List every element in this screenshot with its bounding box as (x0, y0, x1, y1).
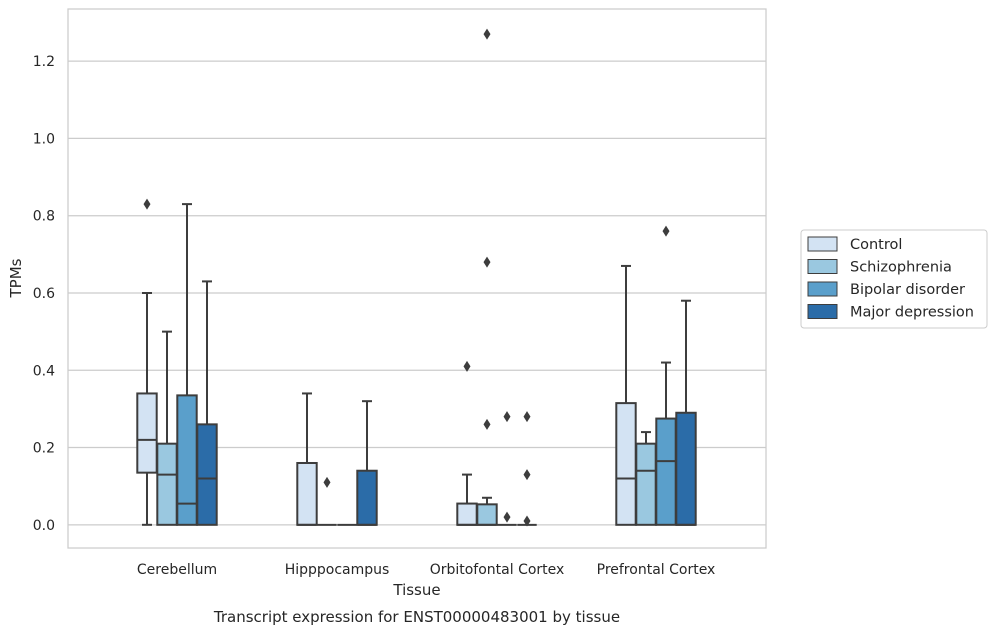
box-schizophrenia (317, 476, 337, 526)
chart-caption: Transcript expression for ENST0000048300… (213, 608, 620, 626)
box-body (476, 503, 498, 526)
y-axis-ticks: 0.0 0.2 0.4 0.6 0.8 1.0 1.2 (33, 54, 55, 534)
outlier-point (662, 225, 670, 237)
y-tick-label: 0.4 (33, 363, 55, 379)
box-control (615, 264, 637, 526)
box-major-depression (517, 411, 537, 527)
box-body (196, 423, 218, 526)
box-control (296, 392, 318, 526)
legend-swatch (807, 259, 838, 274)
box-body (456, 502, 478, 526)
legend-label: Schizophrenia (850, 260, 952, 276)
box-body (176, 394, 198, 526)
legend-label: Bipolar disorder (850, 282, 965, 298)
x-tick-label: Orbitofontal Cortex (430, 562, 565, 578)
box-schizophrenia (476, 28, 498, 526)
y-axis-label: TPMs (7, 258, 25, 298)
outlier-point (483, 28, 491, 40)
box-body (296, 461, 318, 526)
plot-area-frame (67, 8, 767, 549)
legend: Control Schizophrenia Bipolar disorder Majo… (800, 229, 988, 329)
y-tick-label: 1.2 (33, 54, 55, 70)
y-tick-label: 0.2 (33, 441, 55, 457)
outlier-point (523, 515, 531, 527)
box-body (136, 392, 158, 474)
outlier-point (143, 198, 151, 210)
box-body (635, 442, 657, 526)
outlier-point (463, 360, 471, 372)
x-tick-label: Cerebellum (137, 562, 217, 578)
legend-swatch (807, 281, 838, 297)
outlier-point (503, 411, 511, 423)
x-axis-label: Tissue (392, 581, 440, 599)
box-body (615, 402, 637, 526)
box-control (136, 198, 158, 526)
legend-label: Major depression (850, 305, 974, 321)
box-body (655, 417, 677, 526)
y-tick-label: 1.0 (33, 131, 55, 147)
outlier-point (523, 469, 531, 481)
box-schizophrenia (635, 431, 657, 526)
x-axis-ticks: Cerebellum Hipppocampus Orbitofontal Corte… (137, 562, 715, 578)
x-tick-label: Hipppocampus (285, 562, 390, 578)
box-body (356, 469, 378, 526)
outlier-point (483, 256, 491, 268)
box-body (675, 411, 697, 526)
y-tick-label: 0.6 (33, 286, 55, 302)
box-control (456, 360, 478, 526)
y-tick-label: 0.0 (33, 518, 55, 534)
box-bipolar-disorder (176, 203, 198, 526)
legend-label: Control (850, 237, 902, 253)
box-bipolar-disorder (497, 411, 517, 526)
box-plot-marks (136, 28, 697, 527)
outlier-point (483, 418, 491, 430)
outlier-point (323, 476, 331, 488)
box-schizophrenia (156, 330, 178, 526)
box-body (156, 442, 178, 526)
box-major-depression (356, 400, 378, 526)
legend-swatch (807, 304, 838, 319)
box-bipolar-disorder (655, 225, 677, 526)
outlier-point (503, 511, 511, 523)
legend-frame (800, 229, 988, 329)
x-tick-label: Prefrontal Cortex (597, 562, 716, 578)
box-major-depression (196, 280, 218, 526)
box-major-depression (675, 299, 697, 526)
y-tick-label: 0.8 (33, 209, 55, 225)
legend-swatch (807, 236, 838, 252)
outlier-point (523, 411, 531, 423)
